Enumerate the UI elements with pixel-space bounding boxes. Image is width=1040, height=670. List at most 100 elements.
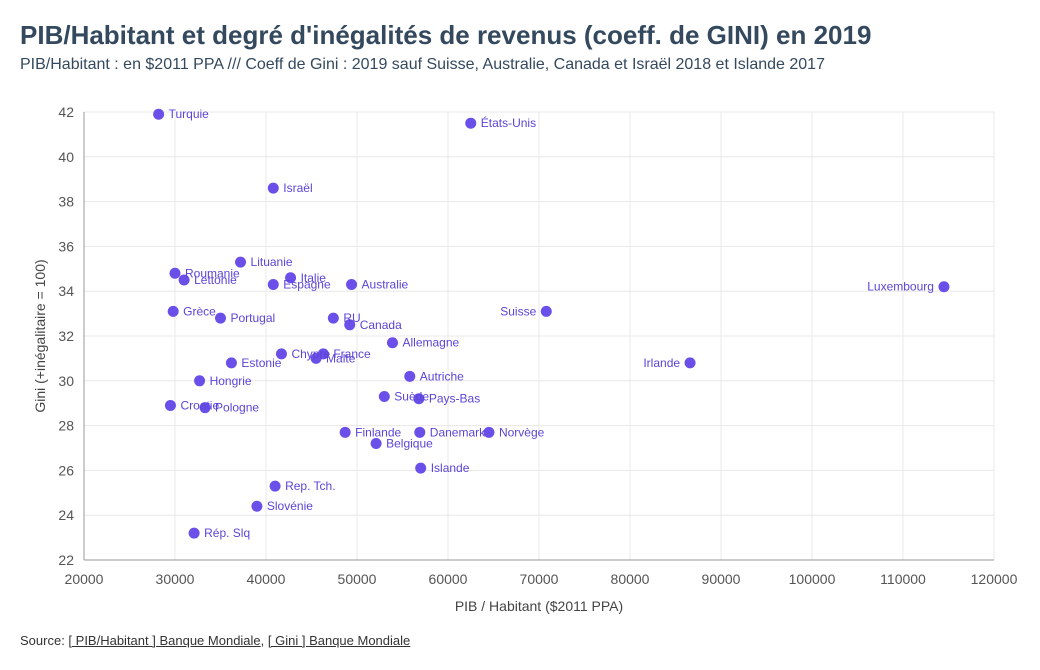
data-label: Grèce xyxy=(183,304,216,318)
data-point[interactable] xyxy=(483,426,495,438)
data-point[interactable] xyxy=(225,357,237,369)
x-tick-label: 40000 xyxy=(247,571,286,587)
data-point[interactable] xyxy=(327,312,339,324)
data-points xyxy=(153,108,950,539)
data-point[interactable] xyxy=(339,426,351,438)
data-point[interactable] xyxy=(938,281,950,293)
data-point[interactable] xyxy=(275,348,287,360)
data-point[interactable] xyxy=(215,312,226,324)
y-axis-title: Gini (+inégalitaire = 100) xyxy=(32,259,48,412)
data-label: États-Unis xyxy=(481,115,536,130)
source-link-gini[interactable]: [ Gini ] Banque Mondiale xyxy=(267,633,411,648)
data-label: Espagne xyxy=(283,277,331,291)
data-label: Roumanie xyxy=(185,266,240,280)
data-label: Rep. Tch. xyxy=(285,479,335,493)
data-label: Chypre xyxy=(291,347,330,361)
data-point[interactable] xyxy=(465,117,477,129)
data-label: Pologne xyxy=(215,401,259,415)
data-label: Italie xyxy=(301,271,327,285)
data-labels: TurquieÉtats-UnisIsraëlLituanieRoumanieL… xyxy=(169,107,934,540)
data-point[interactable] xyxy=(404,370,416,382)
y-tick-label: 24 xyxy=(58,507,74,523)
x-tick-label: 120000 xyxy=(971,571,1018,587)
data-label: Turquie xyxy=(169,107,210,121)
data-point[interactable] xyxy=(199,402,211,414)
y-tick-label: 34 xyxy=(58,283,74,299)
data-label: Australie xyxy=(362,277,409,291)
data-label: Estonie xyxy=(241,356,281,370)
data-label: Hongrie xyxy=(210,374,252,388)
data-label: Luxembourg xyxy=(867,280,934,294)
data-label: France xyxy=(333,347,371,361)
y-tick-label: 40 xyxy=(58,149,74,165)
data-point[interactable] xyxy=(370,438,382,450)
data-point[interactable] xyxy=(167,305,179,317)
data-label: Lettonie xyxy=(194,273,237,287)
data-point[interactable] xyxy=(269,480,281,492)
data-point[interactable] xyxy=(310,352,322,364)
y-tick-label: 36 xyxy=(58,238,74,254)
x-tick-label: 30000 xyxy=(156,571,195,587)
y-tick-label: 42 xyxy=(58,104,74,120)
x-tick-label: 70000 xyxy=(520,571,559,587)
y-axis-ticks: 22 24 26 28 30 32 34 36 38 40 42 xyxy=(58,104,74,568)
data-point[interactable] xyxy=(684,357,696,369)
data-label: RU xyxy=(343,311,360,325)
data-point[interactable] xyxy=(251,500,263,512)
data-label: Pays-Bas xyxy=(429,392,480,406)
data-point[interactable] xyxy=(346,278,358,290)
data-point[interactable] xyxy=(267,182,279,194)
data-point[interactable] xyxy=(414,426,426,438)
data-point[interactable] xyxy=(169,267,181,279)
data-point[interactable] xyxy=(415,462,427,474)
data-label: Canada xyxy=(360,318,402,332)
data-point[interactable] xyxy=(540,305,552,317)
x-tick-label: 50000 xyxy=(338,571,377,587)
source-line: Source: [ PIB/Habitant ] Banque Mondiale… xyxy=(20,633,410,648)
source-link-pib[interactable]: [ PIB/Habitant ] Banque Mondiale xyxy=(68,633,261,648)
data-label: Irlande xyxy=(643,356,680,370)
data-point[interactable] xyxy=(267,278,279,290)
data-label: Lituanie xyxy=(251,255,293,269)
y-tick-label: 38 xyxy=(58,194,74,210)
y-tick-label: 22 xyxy=(58,552,74,568)
data-point[interactable] xyxy=(164,399,176,411)
x-axis-ticks: 20000 30000 40000 50000 60000 70000 80000 90000… xyxy=(65,571,1018,587)
chart-title: PIB/Habitant et degré d'inégalités de re… xyxy=(20,20,872,50)
x-tick-label: 90000 xyxy=(702,571,741,587)
data-point[interactable] xyxy=(285,272,297,284)
data-label: Autriche xyxy=(420,369,464,383)
y-tick-label: 30 xyxy=(58,373,74,389)
source-separator: , xyxy=(260,633,268,648)
x-tick-label: 100000 xyxy=(789,571,836,587)
source-prefix: Source: xyxy=(20,633,69,648)
data-label: Croatie xyxy=(180,398,219,412)
data-point[interactable] xyxy=(413,393,425,405)
data-label: Finlande xyxy=(355,425,401,439)
data-label: Allemagne xyxy=(402,336,459,350)
data-label: Israël xyxy=(283,181,312,195)
data-point[interactable] xyxy=(178,274,190,286)
data-label: Islande xyxy=(431,461,470,475)
data-label: Malte xyxy=(326,351,356,365)
data-label: Suisse xyxy=(500,304,536,318)
y-tick-label: 26 xyxy=(58,462,74,478)
data-label: Norvège xyxy=(499,425,545,439)
grid-lines xyxy=(83,111,995,561)
scatter-chart: 20000 30000 40000 50000 60000 70000 80000 90000… xyxy=(32,104,1018,614)
x-tick-label: 80000 xyxy=(611,571,650,587)
data-point[interactable] xyxy=(153,108,165,120)
data-point[interactable] xyxy=(344,319,356,331)
data-label: Rép. Slq xyxy=(204,526,250,540)
y-tick-label: 32 xyxy=(58,328,74,344)
chart-subtitle: PIB/Habitant : en $2011 PPA /// Coeff de… xyxy=(20,56,825,73)
x-tick-label: 60000 xyxy=(429,571,468,587)
data-point[interactable] xyxy=(235,256,247,268)
data-point[interactable] xyxy=(386,337,398,349)
data-label: Suède xyxy=(394,389,429,403)
data-point[interactable] xyxy=(194,375,206,387)
data-point[interactable] xyxy=(378,390,390,402)
x-tick-label: 110000 xyxy=(880,571,926,587)
data-label: Slovénie xyxy=(267,499,313,513)
data-point[interactable] xyxy=(188,527,200,539)
